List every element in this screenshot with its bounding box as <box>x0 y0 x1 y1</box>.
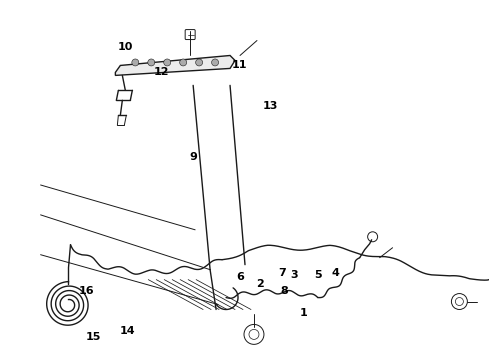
Circle shape <box>212 59 219 66</box>
Text: 9: 9 <box>190 152 197 162</box>
Polygon shape <box>115 55 235 75</box>
Circle shape <box>148 59 155 66</box>
Circle shape <box>132 59 139 66</box>
Text: 1: 1 <box>300 308 308 318</box>
FancyBboxPatch shape <box>185 30 195 40</box>
Text: 12: 12 <box>154 67 170 77</box>
Text: 2: 2 <box>256 279 264 289</box>
Text: 8: 8 <box>280 286 288 296</box>
Text: 3: 3 <box>290 270 297 280</box>
Text: 13: 13 <box>263 102 278 112</box>
Circle shape <box>180 59 187 66</box>
Text: 10: 10 <box>118 42 133 51</box>
Text: 6: 6 <box>236 272 244 282</box>
Circle shape <box>196 59 203 66</box>
Text: 11: 11 <box>231 59 247 69</box>
Text: 4: 4 <box>331 268 340 278</box>
Text: 14: 14 <box>120 325 136 336</box>
Text: 15: 15 <box>86 332 101 342</box>
Text: 5: 5 <box>315 270 322 280</box>
Text: 16: 16 <box>78 286 94 296</box>
Circle shape <box>164 59 171 66</box>
Text: 7: 7 <box>279 268 287 278</box>
